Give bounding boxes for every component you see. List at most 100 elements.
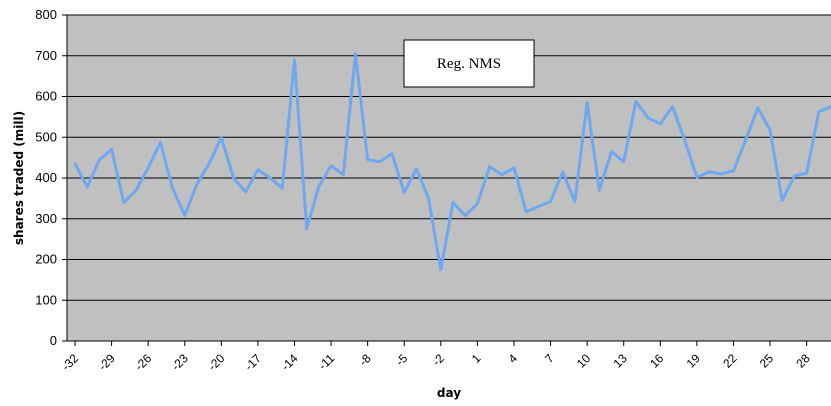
x-tick-label-12: 4	[505, 351, 520, 366]
data-point	[573, 200, 577, 203]
data-point	[183, 214, 186, 217]
x-tick-label-2: -26	[132, 351, 154, 373]
data-point	[622, 160, 625, 163]
x-tick-label-13: 7	[542, 351, 557, 366]
data-point	[732, 169, 735, 172]
x-tick-label-18: 22	[720, 351, 740, 371]
data-point	[317, 185, 321, 188]
y-tick-label-8: 800	[35, 7, 57, 22]
data-point	[366, 158, 369, 161]
y-tick-label-5: 500	[35, 129, 57, 144]
data-point	[476, 202, 479, 205]
data-point	[390, 152, 394, 155]
data-point	[744, 138, 747, 142]
x-tick-label-20: 28	[793, 351, 813, 371]
series-group	[73, 52, 831, 272]
x-tick-label-10: -2	[429, 351, 447, 369]
data-point	[378, 160, 381, 163]
x-tick-label-6: -14	[278, 351, 300, 373]
data-point	[671, 105, 674, 108]
x-axis-ticks: -32 -29 -26 -23 -20 -17 -14 -11 -8 -5 -2 1 4 7 10 13 16 1…	[59, 341, 813, 373]
x-tick-label-4: -20	[205, 351, 227, 373]
data-point	[695, 176, 699, 179]
x-tick-label-19: 25	[757, 351, 777, 371]
data-point	[159, 141, 162, 144]
data-point	[537, 205, 540, 208]
data-point	[86, 185, 89, 189]
data-point	[268, 176, 272, 180]
data-point	[610, 150, 613, 153]
data-point	[232, 176, 235, 180]
data-point	[683, 138, 686, 142]
x-tick-label-8: -8	[356, 351, 374, 369]
x-tick-label-17: 19	[684, 351, 704, 371]
data-point	[220, 136, 223, 139]
y-tick-label-7: 700	[35, 48, 57, 63]
data-point	[281, 187, 284, 190]
data-point	[403, 191, 406, 194]
y-tick-label-3: 300	[35, 211, 57, 226]
data-point	[768, 128, 772, 132]
data-point	[134, 189, 138, 192]
data-point	[342, 173, 345, 176]
data-point	[451, 201, 455, 204]
x-tick-label-3: -23	[169, 351, 191, 373]
legend-box	[403, 39, 535, 88]
x-tick-label-0: -32	[59, 351, 81, 373]
legend: Reg. NMS	[403, 39, 535, 88]
data-point	[73, 162, 77, 165]
data-point	[427, 197, 430, 200]
data-point	[329, 164, 333, 167]
data-point	[500, 173, 503, 176]
data-point	[256, 168, 260, 171]
data-point	[305, 227, 308, 231]
x-tick-label-7: -11	[316, 351, 338, 373]
data-point	[549, 200, 552, 203]
data-point	[598, 189, 601, 192]
x-tick-label-1: -29	[96, 351, 118, 373]
x-axis-title: day	[437, 386, 461, 400]
data-point	[98, 158, 101, 161]
data-point	[147, 166, 150, 169]
data-point	[122, 201, 126, 204]
x-tick-label-15: 13	[610, 351, 630, 371]
data-point	[293, 58, 296, 61]
x-tick-label-16: 16	[647, 351, 667, 371]
x-tick-label-9: -5	[393, 351, 411, 369]
data-point	[646, 116, 650, 120]
data-point	[634, 100, 638, 103]
x-tick-label-11: 1	[469, 351, 484, 366]
data-point	[244, 190, 247, 194]
data-point	[525, 210, 528, 213]
y-tick-label-2: 200	[35, 252, 57, 267]
data-point	[415, 167, 418, 171]
data-point	[488, 165, 491, 168]
data-point	[707, 170, 711, 174]
data-point	[561, 170, 564, 174]
data-point	[439, 268, 442, 271]
data-point	[805, 171, 808, 175]
data-point	[817, 110, 820, 113]
data-point	[756, 106, 759, 110]
y-axis-title: shares traded (mill)	[12, 111, 26, 245]
y-axis-ticks: 0 100 200 300 400 500 600 700 800	[35, 7, 57, 348]
data-point	[659, 122, 662, 126]
data-point	[781, 199, 784, 202]
x-tick-label-14: 10	[574, 351, 594, 371]
data-point	[585, 101, 589, 104]
data-point	[171, 187, 174, 190]
data-point	[354, 52, 357, 55]
y-tick-label-4: 400	[35, 170, 57, 185]
data-point	[464, 214, 467, 217]
data-point	[207, 162, 211, 165]
legend-label: Reg. NMS	[437, 56, 501, 72]
y-tick-label-1: 100	[35, 292, 57, 307]
y-tick-label-0: 0	[50, 333, 57, 348]
data-point	[110, 148, 113, 151]
data-point	[512, 166, 516, 169]
x-tick-label-5: -17	[242, 351, 264, 373]
data-point	[195, 182, 199, 186]
data-point	[793, 174, 796, 178]
y-tick-label-6: 600	[35, 89, 57, 104]
